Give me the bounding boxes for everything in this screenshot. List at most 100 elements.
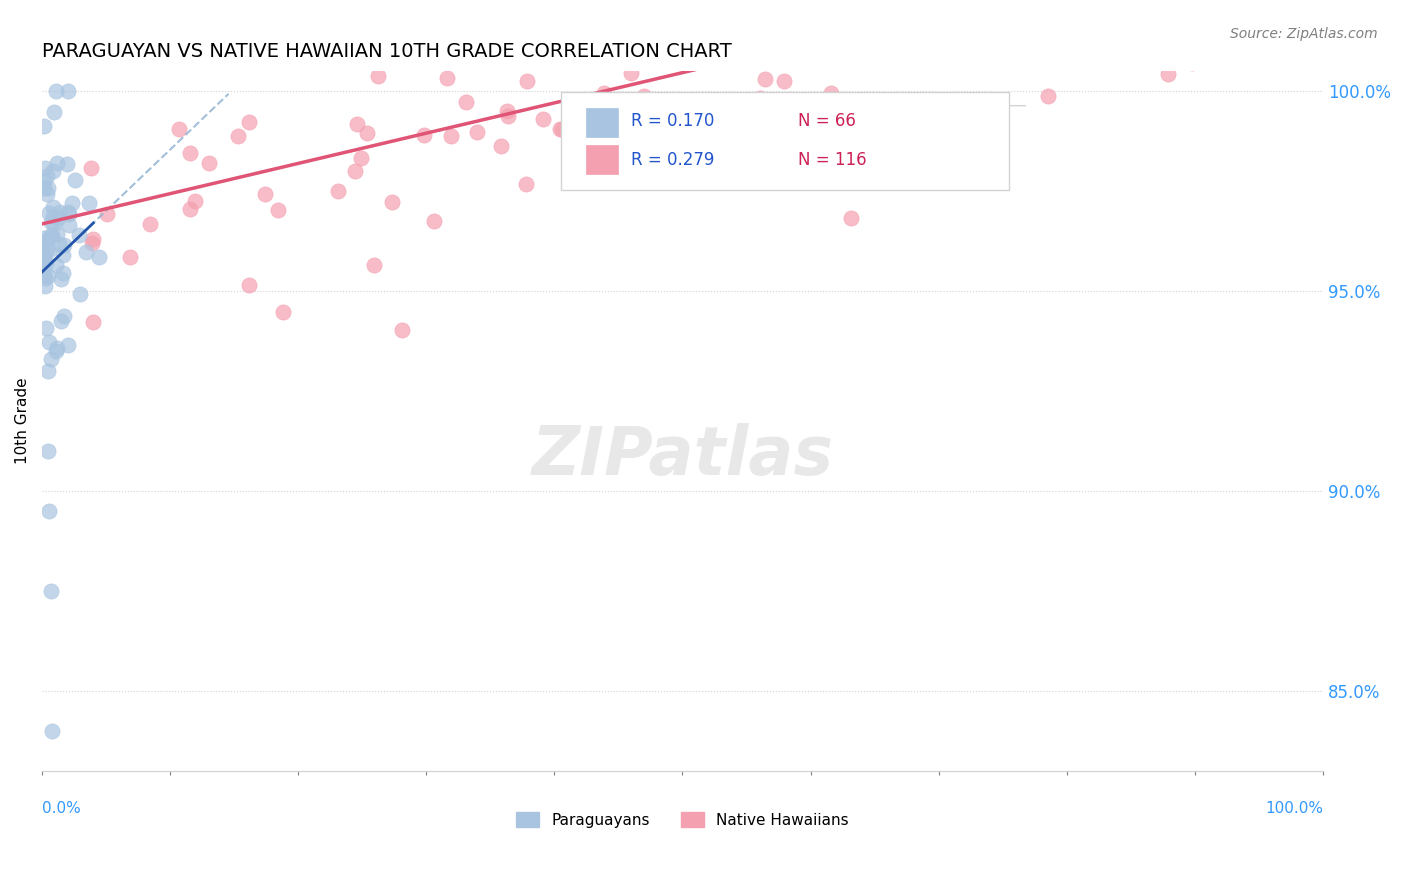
Point [167,121,190,136]
FancyBboxPatch shape [561,92,1010,190]
Point [436,71,458,86]
Point [34,252,56,266]
FancyBboxPatch shape [586,145,619,174]
Point [363,258,385,272]
Point [34,271,56,285]
Point [34,231,56,245]
Point [1036,88,1059,103]
Point [41,228,63,243]
Point [37,269,59,284]
Point [184,194,207,209]
Point [42,200,65,214]
Point [34,252,56,267]
Point [1144,12,1167,26]
Point [49,271,72,285]
Point [820,86,842,100]
Point [69,286,91,301]
Point [89,250,111,264]
Point [439,128,461,143]
Point [593,86,616,100]
Point [80,235,103,250]
Point [80,161,103,176]
Point [1053,50,1076,64]
Point [38,504,60,518]
Point [238,115,260,129]
Point [879,0,901,4]
Point [555,54,578,69]
Point [52,309,75,323]
Text: ZIPatlas: ZIPatlas [531,423,834,489]
Point [58,219,80,233]
Text: R = 0.279: R = 0.279 [631,151,714,169]
Point [51,314,73,328]
Point [515,178,537,192]
Point [39,351,62,366]
Point [253,187,276,202]
Point [796,15,818,29]
Point [52,248,75,262]
Point [42,104,65,119]
Point [489,139,512,153]
Point [503,19,526,33]
Point [39,227,62,242]
Point [46,211,69,225]
Text: N = 66: N = 66 [797,112,856,130]
Point [34,245,56,260]
Point [754,72,776,87]
Point [35,321,58,335]
Point [665,16,688,30]
Point [711,29,734,43]
Point [34,254,56,268]
Point [42,209,65,223]
Point [34,268,56,283]
Text: N = 116: N = 116 [797,151,866,169]
Point [45,227,67,241]
Point [1156,67,1178,81]
Point [356,126,378,140]
Point [1181,55,1204,70]
Point [1025,12,1047,26]
Point [749,90,772,104]
Point [842,0,865,9]
Point [391,323,413,337]
Point [1053,0,1076,12]
Point [741,116,763,130]
Point [82,315,104,329]
Point [37,169,59,183]
Point [1202,12,1225,27]
Point [37,242,59,256]
Point [551,121,574,136]
Point [271,305,294,319]
Point [761,128,783,142]
Point [548,121,571,136]
Point [267,202,290,217]
Point [454,95,477,109]
Point [45,341,67,355]
Point [139,218,162,232]
Point [839,211,862,225]
Text: Source: ZipAtlas.com: Source: ZipAtlas.com [1230,27,1378,41]
Point [825,112,848,126]
Point [41,724,63,739]
Point [553,12,575,27]
Point [46,156,69,170]
Point [367,69,389,83]
Point [34,236,56,251]
Point [179,146,201,161]
Point [675,102,697,116]
Point [58,84,80,98]
Point [661,138,683,153]
Point [232,49,254,63]
Point [633,89,655,103]
Point [75,244,97,259]
Point [39,215,62,229]
Text: 0.0%: 0.0% [42,801,80,816]
Point [595,98,617,112]
Point [45,343,67,358]
Point [42,217,65,231]
Point [773,74,796,88]
Point [859,23,882,37]
Point [67,227,90,242]
Point [77,196,100,211]
Point [38,243,60,257]
